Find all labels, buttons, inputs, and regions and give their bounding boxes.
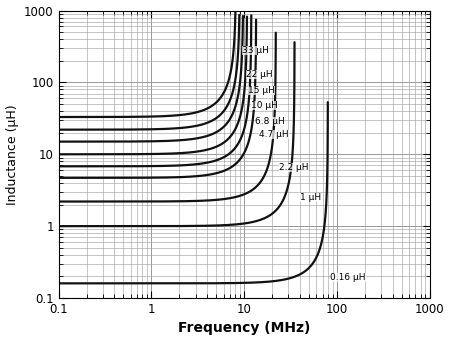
X-axis label: Frequency (MHz): Frequency (MHz) bbox=[178, 322, 310, 336]
Text: 33 μH: 33 μH bbox=[242, 46, 269, 55]
Text: 0.16 μH: 0.16 μH bbox=[330, 273, 366, 282]
Text: 6.8 μH: 6.8 μH bbox=[255, 117, 284, 125]
Text: 10 μH: 10 μH bbox=[252, 101, 279, 110]
Text: 1 μH: 1 μH bbox=[300, 193, 321, 202]
Text: 4.7 μH: 4.7 μH bbox=[259, 130, 289, 139]
Text: 15 μH: 15 μH bbox=[248, 86, 275, 95]
Text: 2.2 μH: 2.2 μH bbox=[279, 163, 309, 172]
Text: 22 μH: 22 μH bbox=[246, 70, 273, 79]
Y-axis label: Inductance (μH): Inductance (μH) bbox=[5, 104, 18, 205]
